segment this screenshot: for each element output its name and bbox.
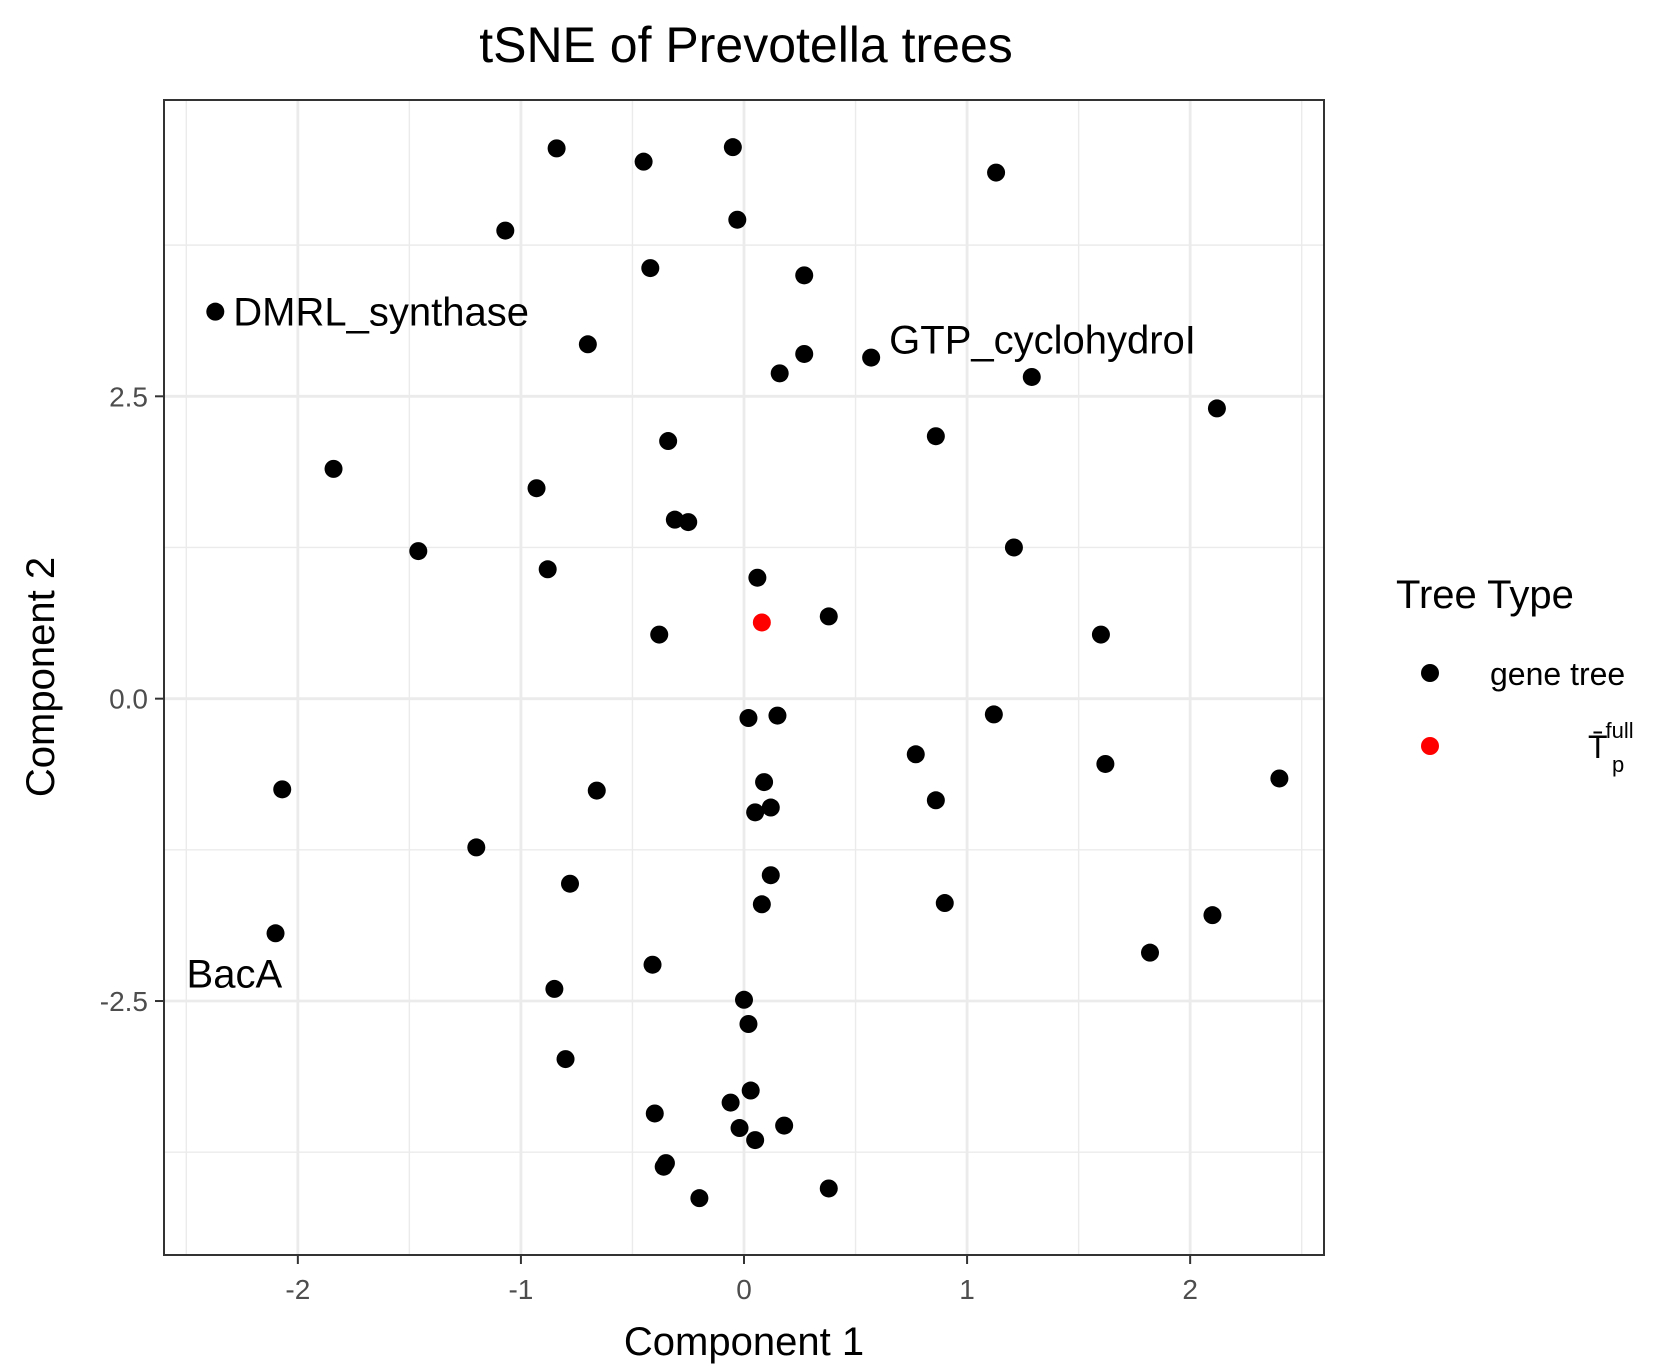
gene-tree-point	[690, 1189, 709, 1208]
gene-tree-point	[795, 266, 814, 285]
gene-tree-point	[1096, 754, 1115, 773]
gene-tree-point	[906, 745, 925, 764]
point-annotations: DMRL_synthase GTP_cyclohydroI BacA	[187, 291, 1196, 997]
gene-tree-point	[467, 838, 486, 857]
legend-label-consensus-main: T̄	[1588, 729, 1608, 765]
gene-tree-point	[721, 1093, 740, 1112]
gene-tree-point	[752, 895, 771, 914]
y-tick-label: -2.5	[100, 986, 148, 1017]
y-axis-ticks: -2.5 0.0 2.5	[100, 381, 164, 1017]
gene-tree-point	[1203, 906, 1222, 925]
gene-tree-point	[935, 894, 954, 913]
gene-tree-point	[578, 335, 597, 354]
legend-label-consensus-superscript: full	[1606, 718, 1634, 743]
gene-tree-point	[761, 798, 780, 817]
gene-tree-point	[650, 625, 669, 644]
gene-tree-point	[538, 560, 557, 579]
y-tick-label: 2.5	[109, 381, 148, 412]
gene-tree-point	[926, 791, 945, 810]
gene-tree-point	[665, 510, 684, 529]
gene-tree-point	[795, 344, 814, 363]
gene-tree-point	[545, 979, 564, 998]
gene-tree-point	[862, 348, 881, 367]
gene-tree-point	[755, 773, 774, 792]
point-annotation-label: BacA	[187, 952, 283, 996]
gene-tree-point	[987, 163, 1006, 182]
grid-major	[164, 100, 1324, 1255]
legend: Tree Type gene tree T̄full p	[1396, 573, 1634, 777]
gene-tree-point	[1022, 367, 1041, 386]
gene-tree-point	[654, 1157, 673, 1176]
data-points	[206, 138, 1289, 1208]
gene-tree-point	[819, 607, 838, 626]
legend-key-consensus-tree	[1421, 737, 1439, 755]
gene-tree-point	[1004, 538, 1023, 557]
legend-key-gene-tree	[1421, 664, 1439, 682]
gene-tree-point	[739, 1015, 758, 1033]
gene-tree-point	[324, 459, 343, 478]
gene-tree-point	[587, 781, 606, 800]
gene-tree-point	[723, 138, 742, 157]
gene-tree-point	[527, 479, 546, 498]
x-tick-label: -2	[285, 1274, 310, 1305]
gene-tree-point	[561, 874, 579, 893]
x-tick-label: -1	[508, 1274, 533, 1305]
x-axis-label: Component 1	[624, 1320, 864, 1364]
gene-tree-point	[984, 705, 1003, 724]
gene-tree-point	[746, 1131, 765, 1150]
gene-tree-point	[273, 780, 292, 799]
x-axis-ticks: -2 -1 0 1 2	[285, 1255, 1198, 1305]
legend-label-gene-tree: gene tree	[1490, 656, 1625, 692]
y-axis-label: Component 2	[19, 557, 63, 797]
x-tick-label: 2	[1182, 1274, 1198, 1305]
legend-label-consensus-subscript: p	[1612, 752, 1624, 777]
gene-tree-point	[728, 210, 747, 229]
gene-tree-point	[659, 432, 678, 451]
gene-tree-point	[641, 259, 660, 278]
gene-tree-point	[643, 955, 662, 974]
gene-tree-point	[739, 709, 758, 728]
gene-tree-point	[770, 364, 789, 383]
gene-tree-point	[730, 1119, 749, 1138]
gene-tree-point	[768, 706, 787, 725]
gene-tree-point	[1207, 399, 1226, 418]
gene-tree-point	[775, 1116, 794, 1135]
chart-title: tSNE of Prevotella trees	[479, 17, 1013, 73]
gene-tree-point	[547, 139, 566, 158]
y-tick-label: 0.0	[109, 684, 148, 715]
x-tick-label: 0	[736, 1274, 752, 1305]
gene-tree-point	[645, 1104, 664, 1123]
x-tick-label: 1	[959, 1274, 975, 1305]
gene-tree-point	[679, 513, 698, 532]
gene-tree-point	[748, 568, 767, 587]
point-annotation-label: GTP_cyclohydroI	[889, 319, 1196, 363]
gene-tree-point	[1270, 769, 1289, 788]
gene-tree-point	[735, 990, 753, 1009]
gene-tree-point	[926, 427, 945, 446]
point-annotation-label: DMRL_synthase	[233, 291, 529, 335]
gene-tree-point	[634, 152, 653, 171]
legend-title: Tree Type	[1396, 573, 1574, 617]
gene-tree-point	[556, 1050, 575, 1069]
gene-tree-point	[741, 1081, 760, 1100]
consensus-tree-point	[752, 613, 771, 632]
gene-tree-point	[746, 803, 765, 822]
gene-tree-point	[409, 542, 428, 561]
gene-tree-point	[1141, 943, 1159, 962]
gene-tree-point	[496, 221, 515, 240]
gene-tree-point	[761, 866, 780, 885]
gene-tree-point	[1091, 625, 1110, 644]
gene-tree-point	[819, 1179, 838, 1198]
gene-tree-point	[206, 302, 225, 321]
legend-label-consensus-tree: T̄full	[1588, 718, 1634, 765]
gene-tree-point	[266, 924, 285, 943]
